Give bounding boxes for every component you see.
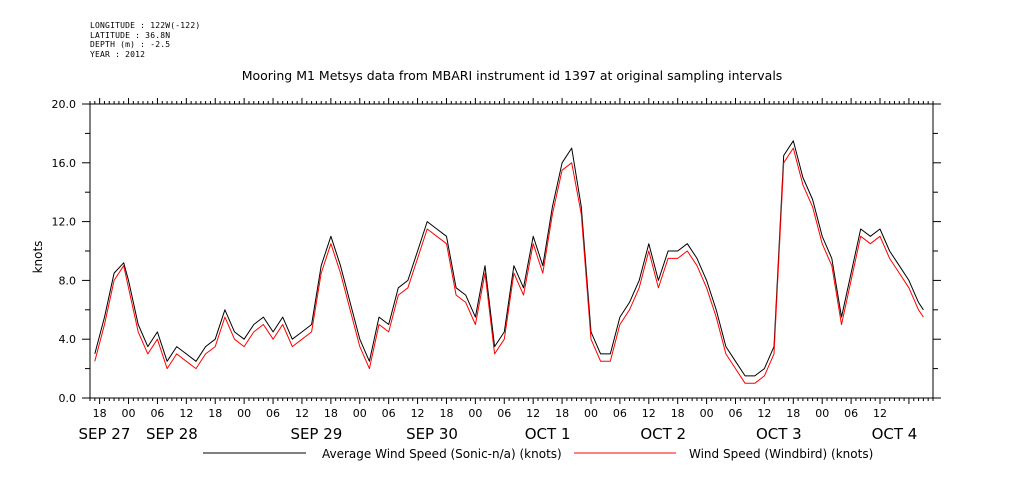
series-line-windbird (94, 147, 924, 384)
legend-label-windbird: Wind Speed (Windbird) (knots) (689, 447, 873, 461)
x-tick-label: 12 (757, 407, 771, 420)
x-tick-label: 18 (671, 407, 685, 420)
x-tick-label: 00 (815, 407, 829, 420)
y-tick-label: 16.0 (52, 157, 77, 170)
legend: Average Wind Speed (Sonic-n/a) (knots) W… (203, 447, 873, 461)
x-tick-label: 18 (208, 407, 222, 420)
y-tick-label: 0.0 (59, 392, 77, 405)
plot-frame (89, 103, 934, 399)
series-layer (94, 140, 924, 384)
x-tick-label: 06 (844, 407, 858, 420)
x-date-label: OCT 4 (872, 425, 918, 443)
axis-labels: 18 00 06 12 18 00 06 12 18 00 06 12 18 00 06 12 18 00 06 12… (52, 98, 918, 443)
x-date-label: SEP 28 (146, 425, 198, 443)
x-tick-label: 00 (468, 407, 482, 420)
x-tick-label: 18 (555, 407, 569, 420)
depth-label: DEPTH (m) : -2.5 (90, 40, 171, 49)
y-tick-label: 4.0 (59, 333, 77, 346)
y-axis-label: knots (31, 241, 45, 274)
x-tick-label: 12 (411, 407, 425, 420)
y-tick-label: 20.0 (52, 98, 77, 111)
x-tick-label: 12 (179, 407, 193, 420)
x-tick-label: 12 (526, 407, 540, 420)
series-line-sonic (94, 140, 924, 377)
x-tick-label: 00 (353, 407, 367, 420)
x-tick-label: 18 (93, 407, 107, 420)
x-tick-label: 06 (266, 407, 280, 420)
metadata-block: LONGITUDE : 122W(-122) LATITUDE : 36.8N … (90, 21, 200, 59)
x-date-label: OCT 2 (640, 425, 686, 443)
x-date-label: SEP 30 (406, 425, 458, 443)
x-tick-label: 18 (439, 407, 453, 420)
longitude-label: LONGITUDE : 122W(-122) (90, 21, 201, 30)
x-tick-label: 00 (122, 407, 136, 420)
axis-ticks (82, 98, 941, 404)
x-tick-label: 06 (150, 407, 164, 420)
x-tick-label: 12 (642, 407, 656, 420)
y-tick-label: 12.0 (52, 216, 77, 229)
legend-label-sonic: Average Wind Speed (Sonic-n/a) (knots) (322, 447, 562, 461)
x-date-label: SEP 27 (78, 425, 130, 443)
latitude-label: LATITUDE : 36.8N (90, 30, 171, 40)
x-date-label: OCT 1 (525, 425, 571, 443)
x-tick-label: 06 (382, 407, 396, 420)
x-tick-label: 00 (237, 407, 251, 420)
x-tick-label: 12 (295, 407, 309, 420)
x-tick-label: 00 (700, 407, 714, 420)
x-tick-label: 06 (613, 407, 627, 420)
x-tick-label: 06 (728, 407, 742, 420)
x-tick-label: 12 (873, 407, 887, 420)
y-tick-label: 8.0 (59, 274, 77, 287)
x-tick-label: 06 (497, 407, 511, 420)
chart-title: Mooring M1 Metsys data from MBARI instru… (242, 68, 783, 83)
x-date-label: OCT 3 (756, 425, 802, 443)
x-tick-label: 18 (324, 407, 338, 420)
year-label: YEAR : 2012 (90, 49, 146, 59)
x-tick-label: 18 (786, 407, 800, 420)
x-date-label: SEP 29 (290, 425, 342, 443)
x-tick-label: 00 (584, 407, 598, 420)
